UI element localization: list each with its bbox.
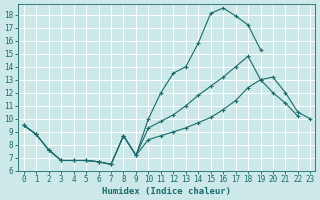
X-axis label: Humidex (Indice chaleur): Humidex (Indice chaleur) [102, 187, 231, 196]
